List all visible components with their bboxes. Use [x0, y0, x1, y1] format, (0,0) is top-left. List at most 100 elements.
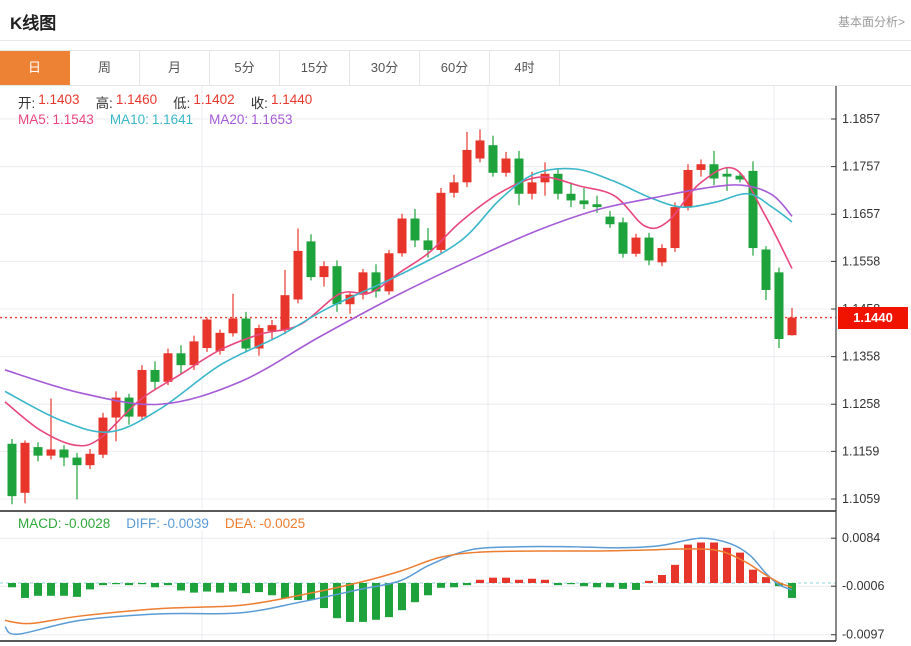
page-title: K线图 — [10, 14, 57, 33]
candle-body — [176, 353, 186, 366]
candle-body — [488, 145, 498, 173]
candle-body — [592, 204, 602, 208]
macd-bar — [34, 583, 42, 596]
macd-axis-label: 0.0084 — [842, 531, 880, 545]
candle-body — [683, 169, 693, 208]
tab-week[interactable]: 周 — [70, 51, 140, 85]
macd-bar — [645, 580, 653, 583]
candle-body — [20, 442, 30, 493]
candle-body — [111, 397, 121, 418]
diff-line — [4, 537, 793, 635]
candle-body — [202, 319, 212, 349]
candle-body — [566, 193, 576, 201]
candle-body — [384, 253, 394, 292]
candle-body — [358, 272, 368, 295]
macd-bar — [203, 583, 211, 592]
macd-bar — [671, 564, 679, 583]
tab-4hour[interactable]: 4时 — [490, 51, 560, 85]
ma10-label: MA10: — [109, 112, 149, 127]
macd-bar — [372, 583, 380, 620]
ma10-value: 1.1641 — [151, 112, 194, 127]
tab-60min[interactable]: 60分 — [420, 51, 490, 85]
tab-day[interactable]: 日 — [0, 51, 70, 85]
macd-bar — [99, 583, 107, 586]
macd-bar — [307, 583, 315, 601]
current-price-tag: 1.1440 — [838, 306, 908, 329]
candle-body — [579, 200, 589, 205]
dea-label: DEA: — [224, 516, 257, 531]
candle-body — [644, 237, 654, 261]
candle-body — [397, 218, 407, 254]
axes — [0, 85, 837, 642]
macd-bar — [320, 583, 328, 609]
macd-bar — [710, 542, 718, 583]
candle-body — [670, 207, 680, 249]
high-value: 1.1460 — [115, 92, 158, 107]
candle-body — [371, 272, 381, 292]
macd-bar — [554, 583, 562, 586]
candle-body — [267, 325, 277, 331]
macd-bar — [47, 583, 55, 596]
y-axis-labels: 1.18571.17571.16571.15581.14581.13581.12… — [831, 112, 884, 642]
candle-body — [345, 294, 355, 305]
macd-bar — [21, 583, 29, 598]
macd-bar — [450, 583, 458, 588]
macd-value: -0.0028 — [64, 516, 111, 531]
macd-bar — [60, 583, 68, 596]
macd-bar — [658, 575, 666, 583]
fundamental-analysis-link[interactable]: 基本面分析> — [837, 15, 905, 29]
tab-month[interactable]: 月 — [140, 51, 210, 85]
candle-body — [280, 295, 290, 330]
ma20-label: MA20: — [209, 112, 249, 127]
macd-bar — [476, 579, 484, 583]
candle-body — [254, 328, 264, 349]
candle-body — [72, 457, 82, 466]
macd-bar — [788, 583, 796, 598]
candle-body — [540, 173, 550, 183]
macd-bar — [216, 583, 224, 593]
tab-15min[interactable]: 15分 — [280, 51, 350, 85]
macd-bar — [593, 583, 601, 588]
macd-legend: MACD: -0.0028 DIFF: -0.0039 DEA: -0.0025 — [18, 516, 305, 531]
price-axis-label: 1.1657 — [842, 207, 880, 221]
candle-body — [475, 140, 485, 159]
candle-body — [514, 158, 524, 194]
tab-5min[interactable]: 5分 — [210, 51, 280, 85]
candle-body — [774, 272, 784, 339]
price-axis-label: 1.1159 — [842, 444, 879, 458]
macd-bar — [489, 577, 497, 583]
macd-bar — [112, 583, 120, 585]
candle-body — [33, 447, 43, 456]
macd-bar — [398, 583, 406, 611]
candle-body — [657, 248, 667, 263]
candle-body — [631, 237, 641, 254]
macd-bar — [411, 583, 419, 603]
macd-bar — [541, 579, 549, 583]
candle-body — [735, 175, 745, 180]
price-axis-label: 1.1558 — [842, 254, 880, 268]
macd-bar — [528, 578, 536, 583]
macd-axis-label: -0.0097 — [842, 628, 884, 642]
price-axis-label: 1.1857 — [842, 112, 880, 126]
macd-bar — [229, 583, 237, 592]
macd-bar — [567, 583, 575, 585]
macd-bar — [138, 583, 146, 585]
ma20-value: 1.1653 — [251, 112, 293, 127]
candle-body — [137, 369, 147, 417]
tab-30min[interactable]: 30分 — [350, 51, 420, 85]
close-value: 1.1440 — [270, 92, 313, 107]
macd-bar — [268, 583, 276, 596]
candlesticks — [7, 129, 797, 505]
low-value: 1.1402 — [193, 92, 235, 107]
ma5-line — [4, 166, 793, 447]
candle-body — [722, 173, 732, 177]
macd-bar — [255, 583, 263, 593]
macd-histogram — [8, 542, 796, 622]
candle-body — [241, 318, 251, 349]
ma-legend: MA5: 1.1543 MA10: 1.1641 MA20: 1.1653 — [18, 112, 292, 127]
macd-bar — [697, 542, 705, 583]
macd-bar — [8, 583, 16, 588]
close-label: 收: — [250, 96, 268, 111]
candle-body — [293, 250, 303, 300]
macd-bar — [606, 583, 614, 588]
